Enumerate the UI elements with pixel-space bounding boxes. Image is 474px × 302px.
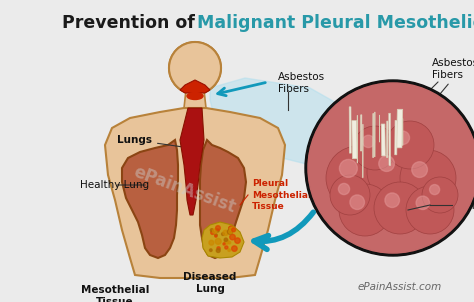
Circle shape bbox=[216, 229, 219, 232]
Text: Mesothelial
Tissue: Mesothelial Tissue bbox=[81, 285, 149, 302]
Circle shape bbox=[350, 195, 365, 210]
Circle shape bbox=[374, 182, 426, 234]
Ellipse shape bbox=[187, 92, 203, 99]
Circle shape bbox=[230, 234, 235, 240]
Circle shape bbox=[228, 230, 232, 233]
Circle shape bbox=[225, 246, 228, 249]
Circle shape bbox=[210, 229, 213, 232]
Text: Asbestos
Fibers: Asbestos Fibers bbox=[432, 58, 474, 80]
Text: Mesothelial
Cells: Mesothelial Cells bbox=[455, 189, 474, 211]
Circle shape bbox=[429, 185, 440, 195]
Text: Malignant Pleural Mesothelioma: Malignant Pleural Mesothelioma bbox=[197, 14, 474, 32]
Polygon shape bbox=[105, 108, 285, 278]
Circle shape bbox=[416, 196, 429, 210]
Circle shape bbox=[385, 193, 400, 207]
Text: ePainAssist.com: ePainAssist.com bbox=[358, 282, 442, 292]
Circle shape bbox=[235, 238, 240, 243]
Circle shape bbox=[232, 228, 236, 232]
Circle shape bbox=[231, 227, 235, 232]
Circle shape bbox=[210, 231, 214, 234]
Circle shape bbox=[229, 227, 233, 231]
Polygon shape bbox=[184, 90, 206, 108]
Circle shape bbox=[379, 156, 394, 172]
Text: Asbestos
Fibers: Asbestos Fibers bbox=[278, 72, 325, 95]
Polygon shape bbox=[202, 222, 244, 258]
Polygon shape bbox=[397, 109, 403, 148]
Polygon shape bbox=[389, 113, 391, 165]
Circle shape bbox=[210, 249, 212, 252]
Circle shape bbox=[216, 226, 220, 230]
Circle shape bbox=[228, 229, 232, 234]
Polygon shape bbox=[210, 78, 340, 165]
Text: Prevention of: Prevention of bbox=[62, 14, 201, 32]
Circle shape bbox=[224, 238, 228, 242]
Text: ePainAssist: ePainAssist bbox=[131, 163, 238, 217]
Circle shape bbox=[221, 233, 224, 236]
Polygon shape bbox=[349, 107, 351, 153]
Circle shape bbox=[339, 159, 357, 177]
Circle shape bbox=[224, 239, 229, 244]
Polygon shape bbox=[122, 140, 178, 258]
Circle shape bbox=[330, 175, 370, 215]
Circle shape bbox=[228, 241, 231, 244]
Circle shape bbox=[228, 249, 230, 252]
Circle shape bbox=[215, 238, 221, 244]
Polygon shape bbox=[180, 108, 204, 215]
Circle shape bbox=[216, 249, 220, 252]
Circle shape bbox=[229, 226, 233, 230]
Polygon shape bbox=[180, 80, 210, 93]
Circle shape bbox=[209, 240, 214, 245]
Circle shape bbox=[223, 230, 228, 236]
Circle shape bbox=[212, 229, 217, 233]
Circle shape bbox=[422, 177, 458, 213]
Polygon shape bbox=[352, 120, 357, 159]
Polygon shape bbox=[395, 120, 397, 155]
Polygon shape bbox=[373, 114, 374, 158]
Polygon shape bbox=[402, 119, 403, 145]
Circle shape bbox=[367, 144, 423, 200]
Circle shape bbox=[169, 42, 221, 94]
Circle shape bbox=[338, 183, 350, 194]
Text: Healthy Lung: Healthy Lung bbox=[80, 180, 149, 190]
Polygon shape bbox=[387, 121, 388, 158]
Circle shape bbox=[229, 226, 233, 231]
Polygon shape bbox=[361, 115, 362, 151]
Circle shape bbox=[406, 186, 454, 234]
Circle shape bbox=[217, 247, 220, 250]
Circle shape bbox=[400, 150, 456, 206]
Polygon shape bbox=[381, 124, 385, 156]
Circle shape bbox=[362, 135, 374, 148]
Circle shape bbox=[396, 131, 410, 145]
Circle shape bbox=[232, 246, 237, 251]
Text: Pleural
Mesothelial
Tissue: Pleural Mesothelial Tissue bbox=[252, 179, 311, 210]
Circle shape bbox=[215, 234, 217, 236]
Text: Lungs: Lungs bbox=[117, 135, 187, 148]
Polygon shape bbox=[200, 140, 246, 258]
Circle shape bbox=[386, 121, 434, 169]
Circle shape bbox=[305, 80, 474, 256]
Circle shape bbox=[326, 146, 390, 210]
Circle shape bbox=[308, 83, 474, 253]
Circle shape bbox=[169, 42, 221, 94]
Circle shape bbox=[353, 126, 397, 170]
Circle shape bbox=[223, 243, 225, 245]
Circle shape bbox=[339, 184, 391, 236]
Circle shape bbox=[308, 83, 474, 253]
Circle shape bbox=[412, 162, 428, 178]
Circle shape bbox=[215, 235, 217, 237]
Text: Diseased
Lung: Diseased Lung bbox=[183, 272, 237, 294]
